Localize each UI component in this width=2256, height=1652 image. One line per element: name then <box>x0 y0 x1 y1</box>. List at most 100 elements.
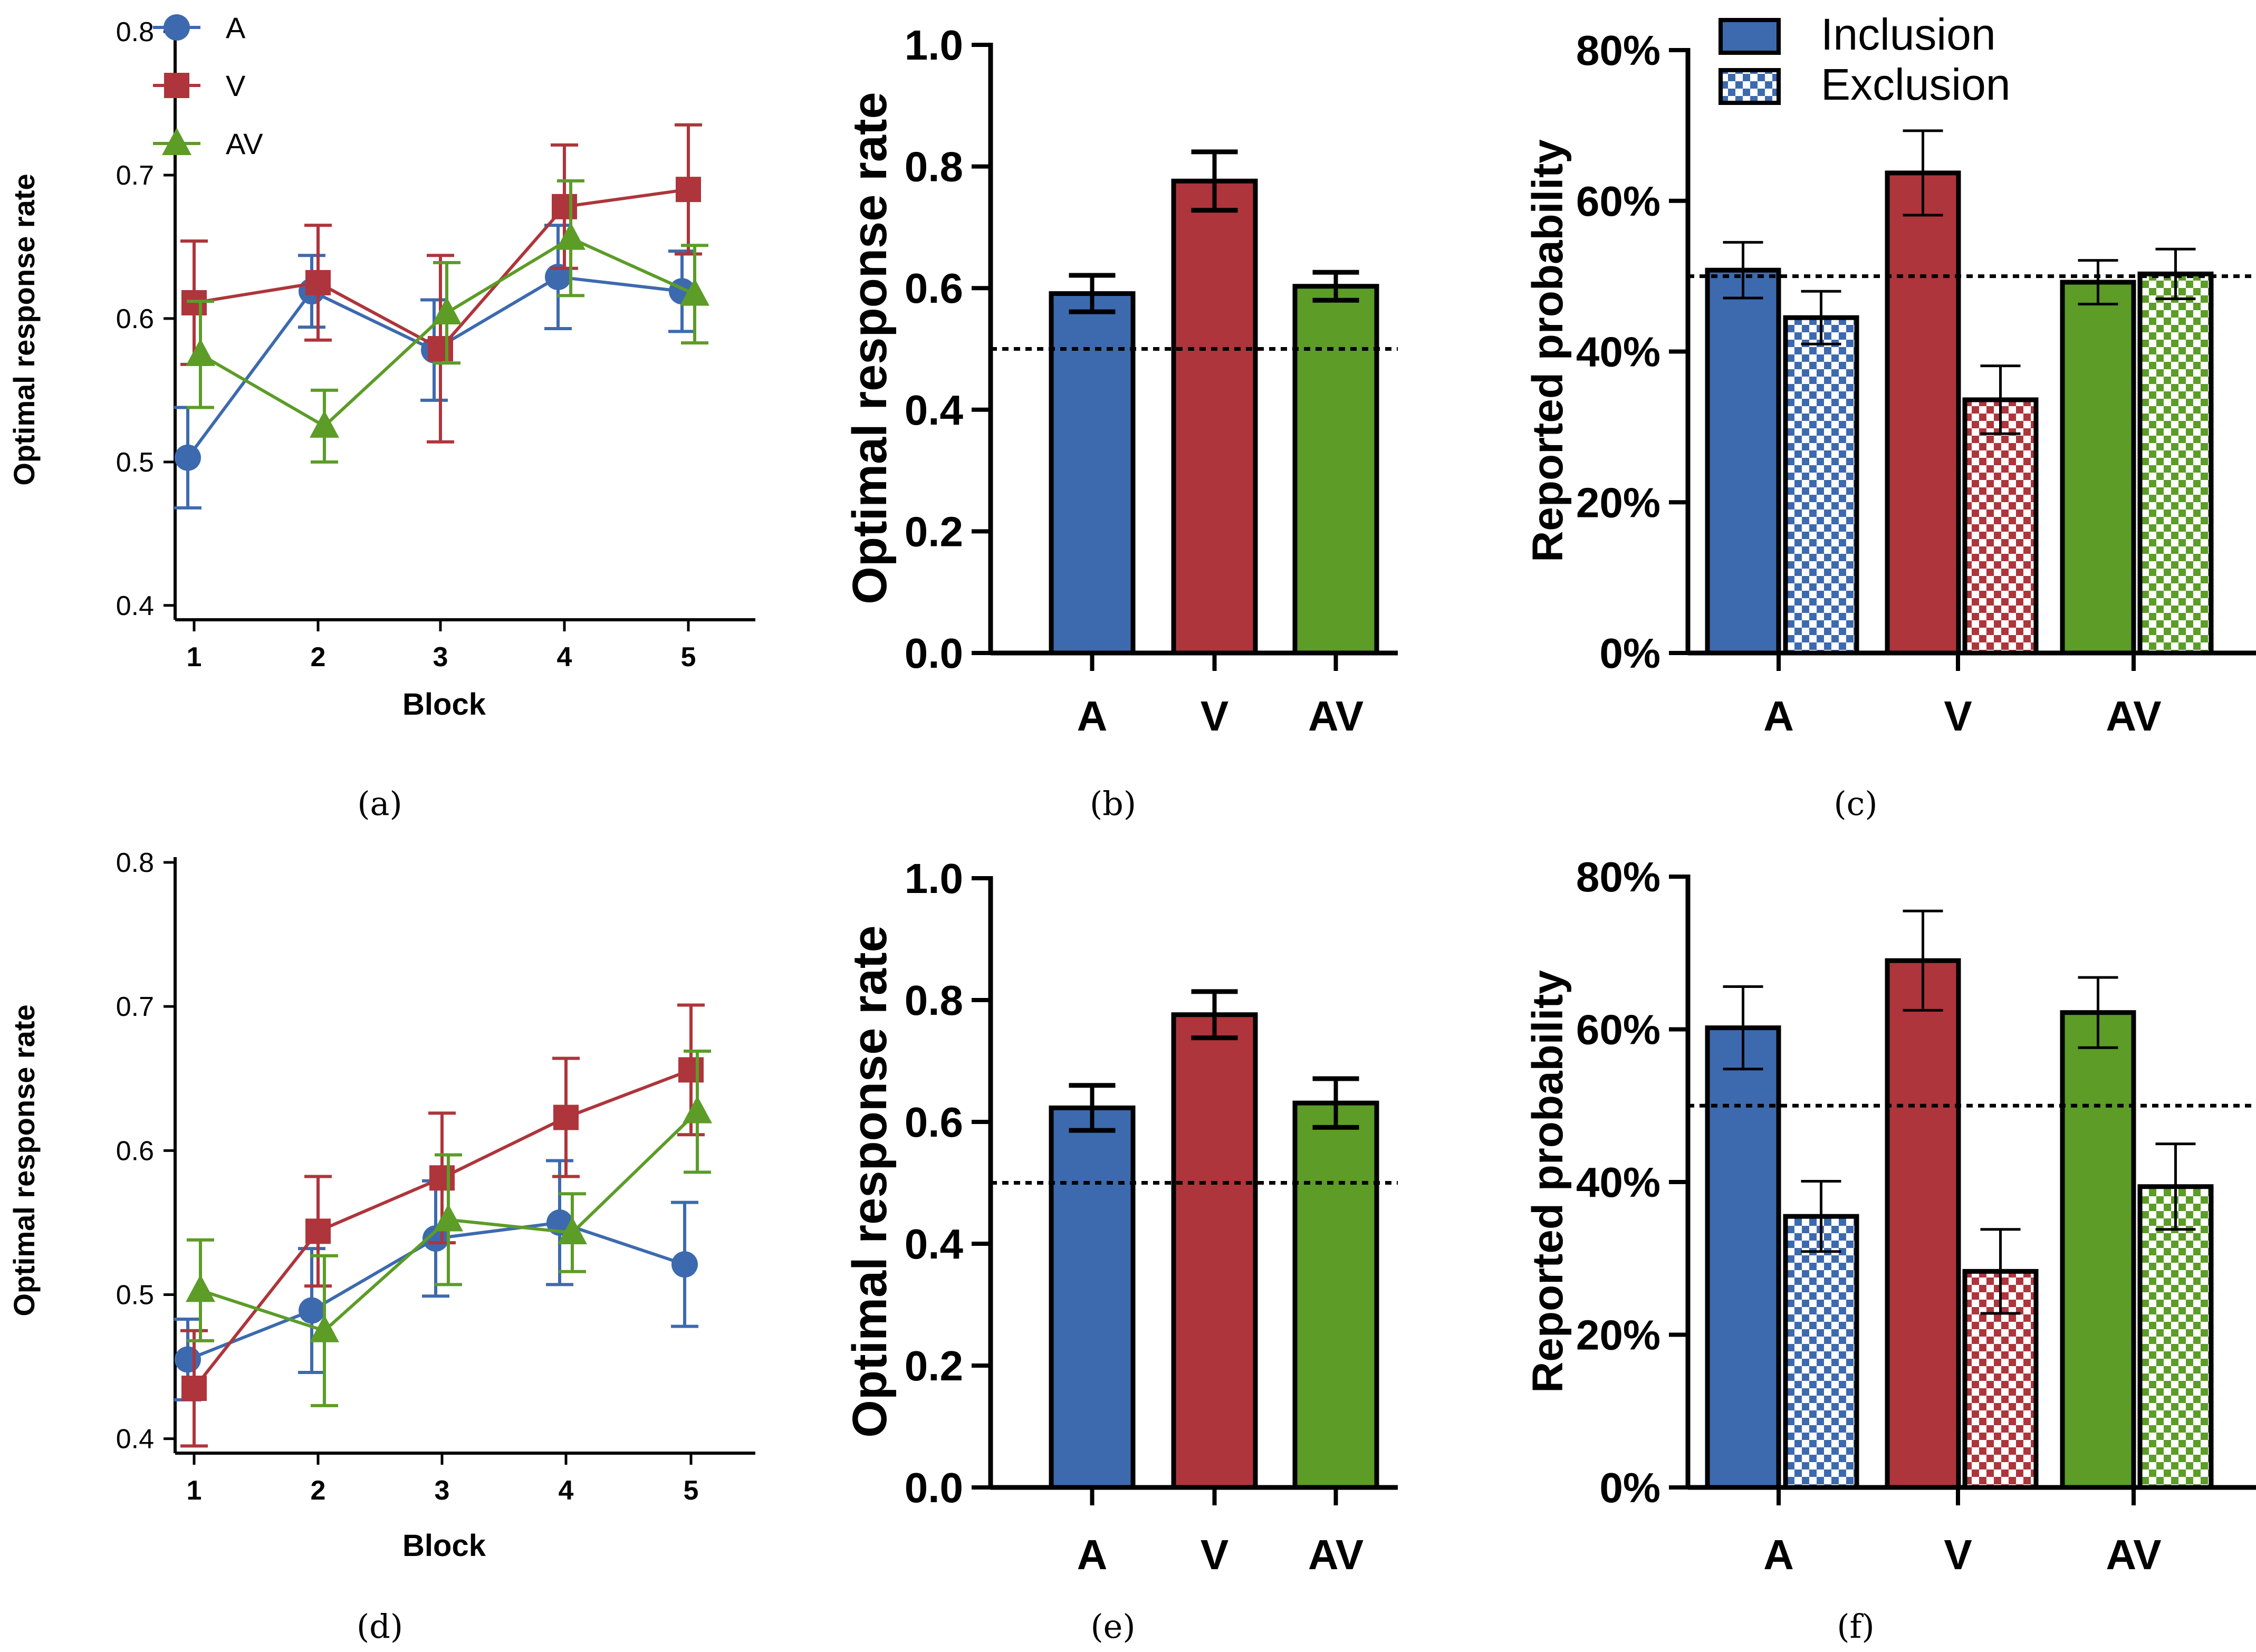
legend-marker-V <box>164 73 189 98</box>
panel-caption: (b) <box>1090 784 1136 823</box>
y-tick-label: 0.6 <box>905 1099 963 1146</box>
y-tick-label: 0.6 <box>116 1136 154 1166</box>
panel-caption: (f) <box>1837 1607 1874 1646</box>
legend-label-V: V <box>226 69 246 102</box>
y-tick-label: 0.2 <box>905 508 963 555</box>
y-tick-label: 0.8 <box>905 977 963 1024</box>
data-point <box>186 338 215 366</box>
series-A <box>174 224 696 510</box>
legend-label-A: A <box>226 11 246 44</box>
panel-caption: (a) <box>357 784 402 823</box>
bar-AV-exclusion <box>2137 1184 2214 1490</box>
legend-label-exclusion: Exclusion <box>1821 60 2011 109</box>
data-point <box>432 297 462 325</box>
y-tick-label: 40% <box>1576 1159 1660 1206</box>
legend-swatch-inclusion <box>1719 18 1781 55</box>
y-axis-label: Reported probability <box>1524 139 1572 562</box>
bar-A-exclusion <box>1783 1214 1859 1490</box>
y-axis-label: Reported probability <box>1524 970 1572 1393</box>
data-point <box>181 1376 207 1401</box>
data-point <box>310 1314 339 1342</box>
data-point <box>434 1204 463 1232</box>
x-tick-label: 1 <box>187 1475 202 1506</box>
y-tick-label: 0.5 <box>116 1280 154 1311</box>
bar-AV <box>1292 1100 1379 1490</box>
y-tick-label: 0.8 <box>905 143 963 190</box>
bar-AV-inclusion <box>2060 1010 2136 1490</box>
y-tick-label: 60% <box>1576 178 1660 225</box>
y-tick-label: 0.7 <box>116 992 154 1022</box>
y-tick-label: 20% <box>1576 1312 1660 1359</box>
legend-label-inclusion: Inclusion <box>1821 9 1996 59</box>
y-tick-label: 0.8 <box>116 848 154 878</box>
panel-caption: (d) <box>357 1607 403 1646</box>
panel-d: 0.4 0.5 0.6 0.7 0.8 1 2 3 4 5 Block Optimal respons… <box>7 848 755 1646</box>
bar-V <box>1171 1012 1258 1490</box>
y-tick-label: 40% <box>1576 329 1660 376</box>
y-tick-label: 80% <box>1576 853 1660 900</box>
category-label-A: A <box>1763 693 1794 739</box>
legend-marker-A <box>164 14 190 41</box>
data-point <box>552 194 577 219</box>
legend-swatch-exclusion <box>1719 68 1781 105</box>
data-point <box>310 410 339 438</box>
x-tick-label: 5 <box>681 642 696 673</box>
panel-caption: (c) <box>1833 784 1877 823</box>
y-tick-label: 1.0 <box>905 22 963 69</box>
category-label-V: V <box>1944 1531 1972 1578</box>
data-point <box>299 1297 325 1324</box>
y-tick-label: 0.4 <box>905 387 964 434</box>
category-label-A: A <box>1763 1531 1794 1578</box>
data-point <box>556 222 585 250</box>
x-tick-label: 4 <box>557 642 572 673</box>
y-axis-label: Optimal response rate <box>7 174 41 485</box>
legend-label-AV: AV <box>226 127 263 160</box>
data-point <box>678 1057 704 1083</box>
category-label-AV: AV <box>1308 1531 1364 1578</box>
category-label-A: A <box>1077 693 1108 739</box>
x-tick-label: 2 <box>311 642 326 673</box>
data-point <box>676 177 701 203</box>
data-point <box>680 278 709 306</box>
category-label-V: V <box>1201 693 1228 739</box>
bar-AV <box>1292 284 1379 656</box>
bar-A-inclusion <box>1705 267 1781 656</box>
data-point <box>186 1274 215 1302</box>
y-tick-label: 0.0 <box>905 1464 963 1511</box>
y-tick-label: 0.6 <box>116 304 154 334</box>
series-A <box>174 1159 698 1401</box>
y-tick-label: 0.4 <box>116 1424 154 1455</box>
x-tick-label: 1 <box>187 642 202 673</box>
data-point <box>545 264 571 291</box>
panel-a: 0.4 0.5 0.6 0.7 0.8 1 2 3 4 5 Block Optimal respons… <box>7 11 755 823</box>
y-tick-label: 0% <box>1599 630 1660 677</box>
category-label-V: V <box>1201 1531 1228 1578</box>
data-point <box>553 1104 579 1130</box>
series-V <box>180 123 702 444</box>
data-point <box>683 1096 712 1123</box>
bar-V-inclusion <box>1885 170 1961 656</box>
bar-AV-inclusion <box>2060 280 2136 656</box>
series-AV <box>186 1049 712 1407</box>
y-tick-label: 0.6 <box>905 265 963 312</box>
category-label-V: V <box>1944 693 1972 739</box>
y-axis-label: Optimal response rate <box>7 1004 41 1316</box>
y-axis-label: Optimal response rate <box>843 925 897 1437</box>
x-axis-label: Block <box>402 1529 486 1563</box>
bar-A-inclusion <box>1705 1025 1781 1490</box>
y-axis-label: Optimal response rate <box>843 92 897 604</box>
x-tick-label: 3 <box>433 642 448 673</box>
category-label-AV: AV <box>2106 1531 2161 1578</box>
data-point <box>671 1251 698 1278</box>
x-tick-label: 2 <box>311 1475 326 1506</box>
y-tick-label: 0.2 <box>905 1342 963 1389</box>
y-tick-label: 0.0 <box>905 630 963 677</box>
y-tick-label: 0.4 <box>116 591 154 621</box>
bar-A <box>1049 1105 1136 1490</box>
y-tick-label: 0.5 <box>116 447 154 478</box>
